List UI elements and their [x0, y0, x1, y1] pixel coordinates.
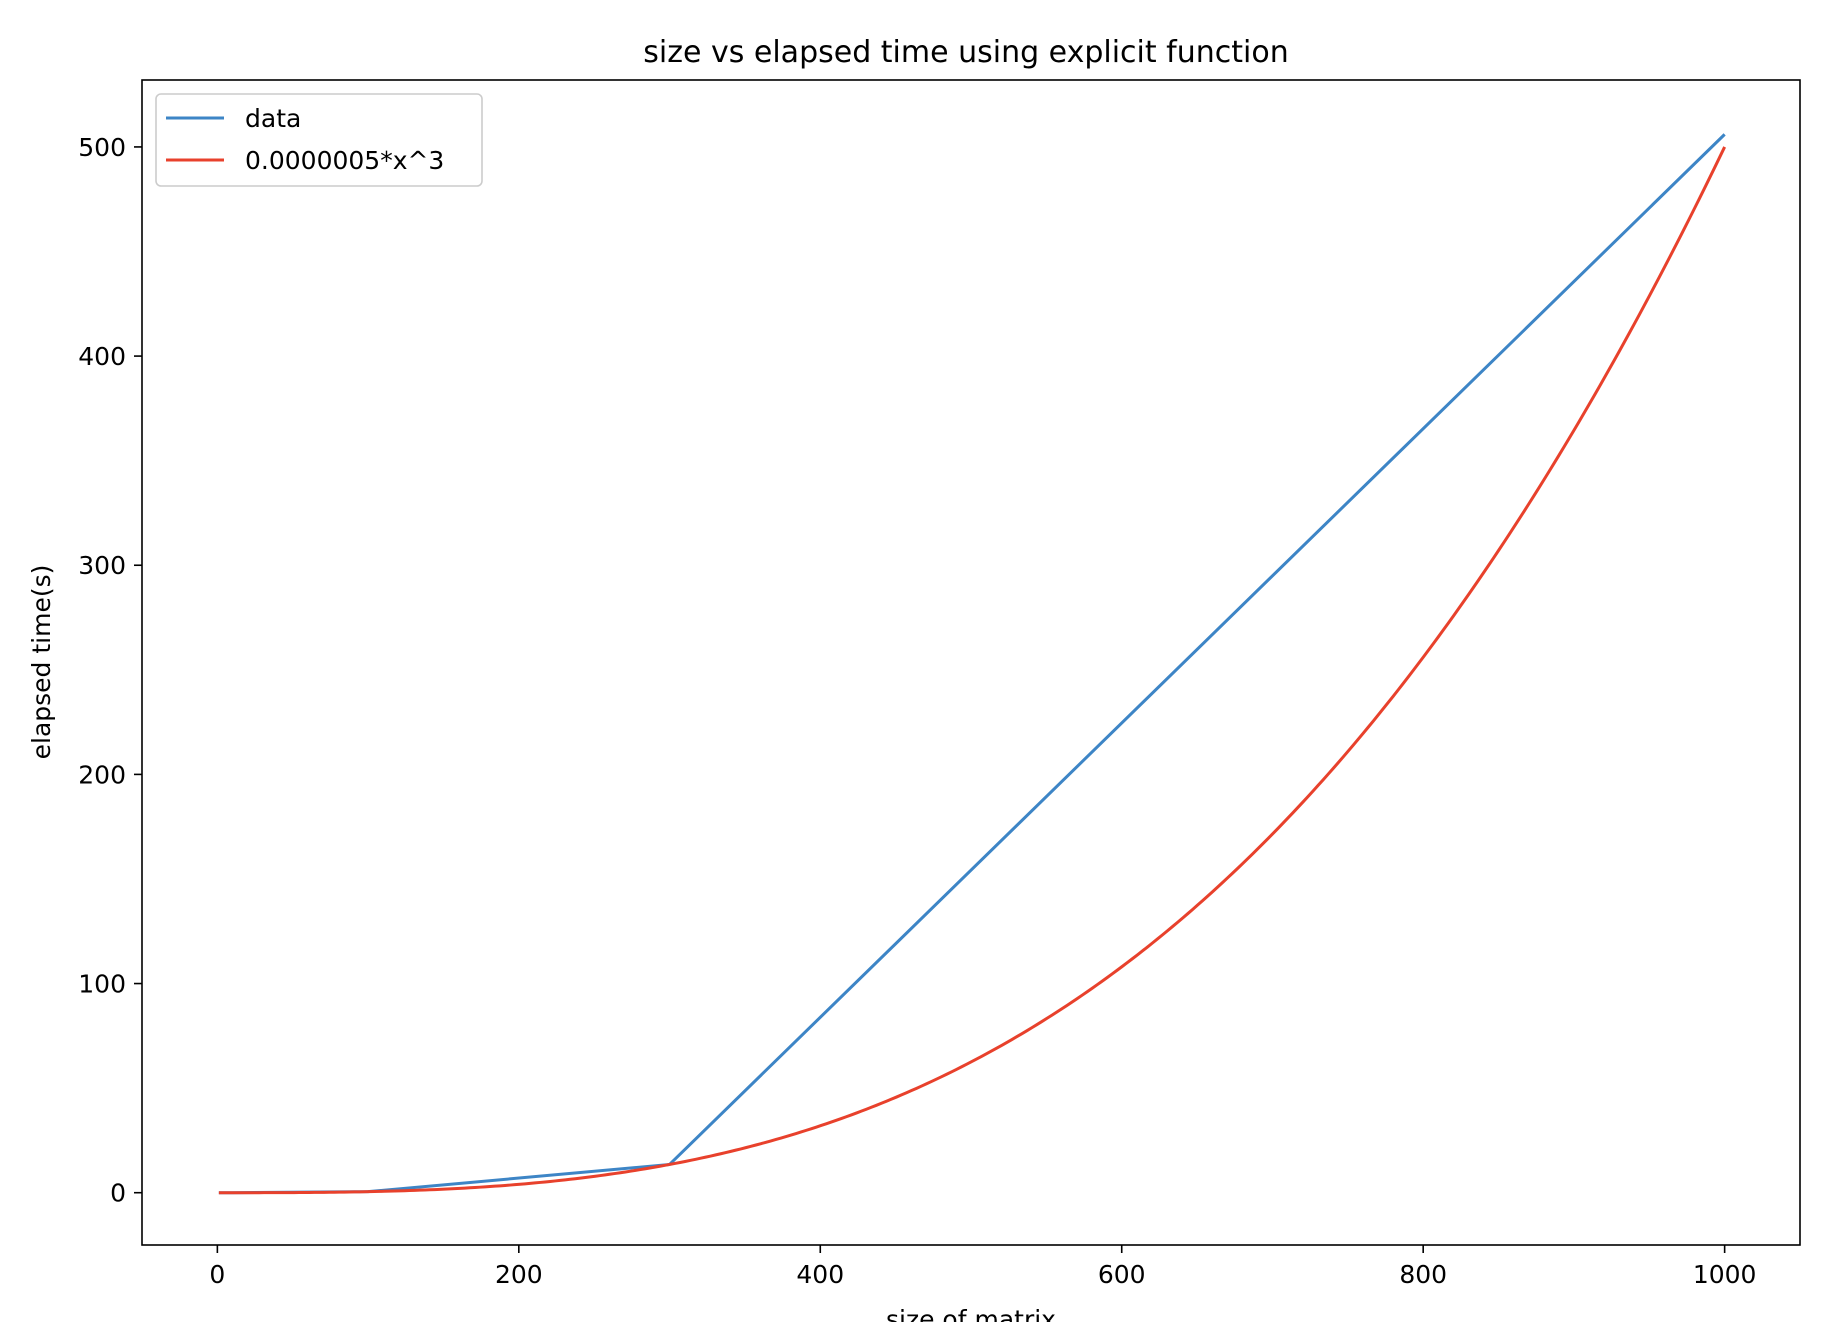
y-axis: 0 100 200 300 400 500	[78, 133, 142, 1208]
x-axis-label: size of matrix	[886, 1305, 1056, 1322]
y-tick-label: 300	[78, 551, 126, 580]
x-tick-label: 600	[1098, 1260, 1146, 1289]
legend-label-data: data	[245, 104, 301, 133]
y-tick-label: 200	[78, 760, 126, 789]
x-tick-label: 800	[1399, 1260, 1447, 1289]
x-tick-label: 1000	[1693, 1260, 1757, 1289]
x-tick-label: 0	[209, 1260, 225, 1289]
legend-label-cubic: 0.0000005*x^3	[245, 146, 444, 175]
series-layer	[218, 133, 1726, 1195]
x-tick-label: 200	[495, 1260, 543, 1289]
plot-frame	[141, 79, 1801, 1246]
x-tick-label: 400	[796, 1260, 844, 1289]
chart-title: size vs elapsed time using explicit func…	[643, 35, 1288, 70]
series-line-cubic	[218, 146, 1726, 1195]
x-axis: 0 200 400 600 800 1000	[209, 1245, 1756, 1289]
y-tick-label: 100	[78, 970, 126, 999]
legend-box	[155, 93, 483, 187]
legend: data 0.0000005*x^3	[155, 93, 483, 187]
y-axis-label: elapsed time(s)	[27, 565, 56, 760]
y-tick-label: 400	[78, 342, 126, 371]
y-tick-label: 0	[110, 1179, 126, 1208]
y-tick-label: 500	[78, 133, 126, 162]
